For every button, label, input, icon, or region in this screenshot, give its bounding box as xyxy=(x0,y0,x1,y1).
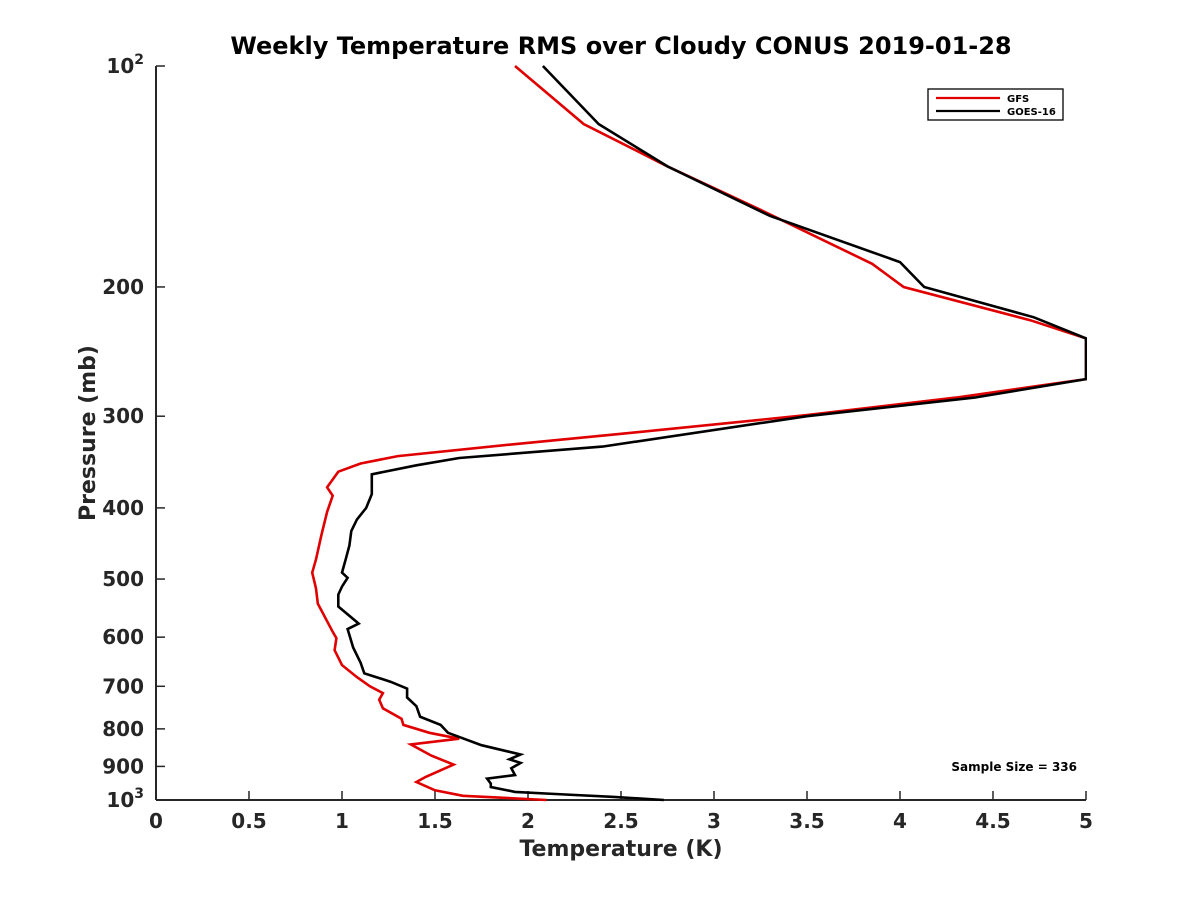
y-axis-ticks: 102 200 300 400 500 600 700 800 900 103 xyxy=(102,52,165,812)
x-axis-label: Temperature (K) xyxy=(519,837,722,862)
y-tick-label: 200 xyxy=(102,275,144,299)
y-tick-label: 500 xyxy=(102,567,144,591)
x-tick-label: 4 xyxy=(893,809,907,833)
chart-title: Weekly Temperature RMS over Cloudy CONUS… xyxy=(230,32,1011,60)
y-tick-label: 700 xyxy=(102,674,144,698)
y-tick-label: 800 xyxy=(102,717,144,741)
x-tick-label: 3 xyxy=(707,809,721,833)
legend-goes16-label: GOES-16 xyxy=(1007,107,1056,118)
y-axis-label: Pressure (mb) xyxy=(76,345,101,521)
x-tick-label: 2.5 xyxy=(603,809,638,833)
legend-box xyxy=(927,88,1064,121)
x-tick-label: 0 xyxy=(149,809,163,833)
x-tick-label: 1.5 xyxy=(417,809,452,833)
x-tick-label: 0.5 xyxy=(231,809,266,833)
y-tick-label: 400 xyxy=(102,496,144,520)
x-tick-label: 1 xyxy=(335,809,349,833)
goes16-series-line xyxy=(336,65,1087,802)
y-tick-label: 900 xyxy=(102,754,144,778)
y-tick-label: 600 xyxy=(102,625,144,649)
sample-size-annotation: Sample Size = 336 xyxy=(951,760,1077,774)
y-tick-label: 103 xyxy=(106,786,144,812)
x-axis-ticks: 0 0.5 1 1.5 2 2.5 3 3.5 4 4.5 5 xyxy=(149,791,1093,833)
x-tick-label: 5 xyxy=(1079,809,1093,833)
legend: GFS GOES-16 xyxy=(927,88,1064,121)
legend-gfs-label: GFS xyxy=(1007,94,1029,105)
y-tick-label: 102 xyxy=(106,52,144,78)
y-tick-label: 300 xyxy=(102,404,144,428)
data-series xyxy=(310,65,1087,802)
x-tick-label: 3.5 xyxy=(789,809,824,833)
x-tick-label: 2 xyxy=(521,809,535,833)
x-tick-label: 4.5 xyxy=(975,809,1010,833)
